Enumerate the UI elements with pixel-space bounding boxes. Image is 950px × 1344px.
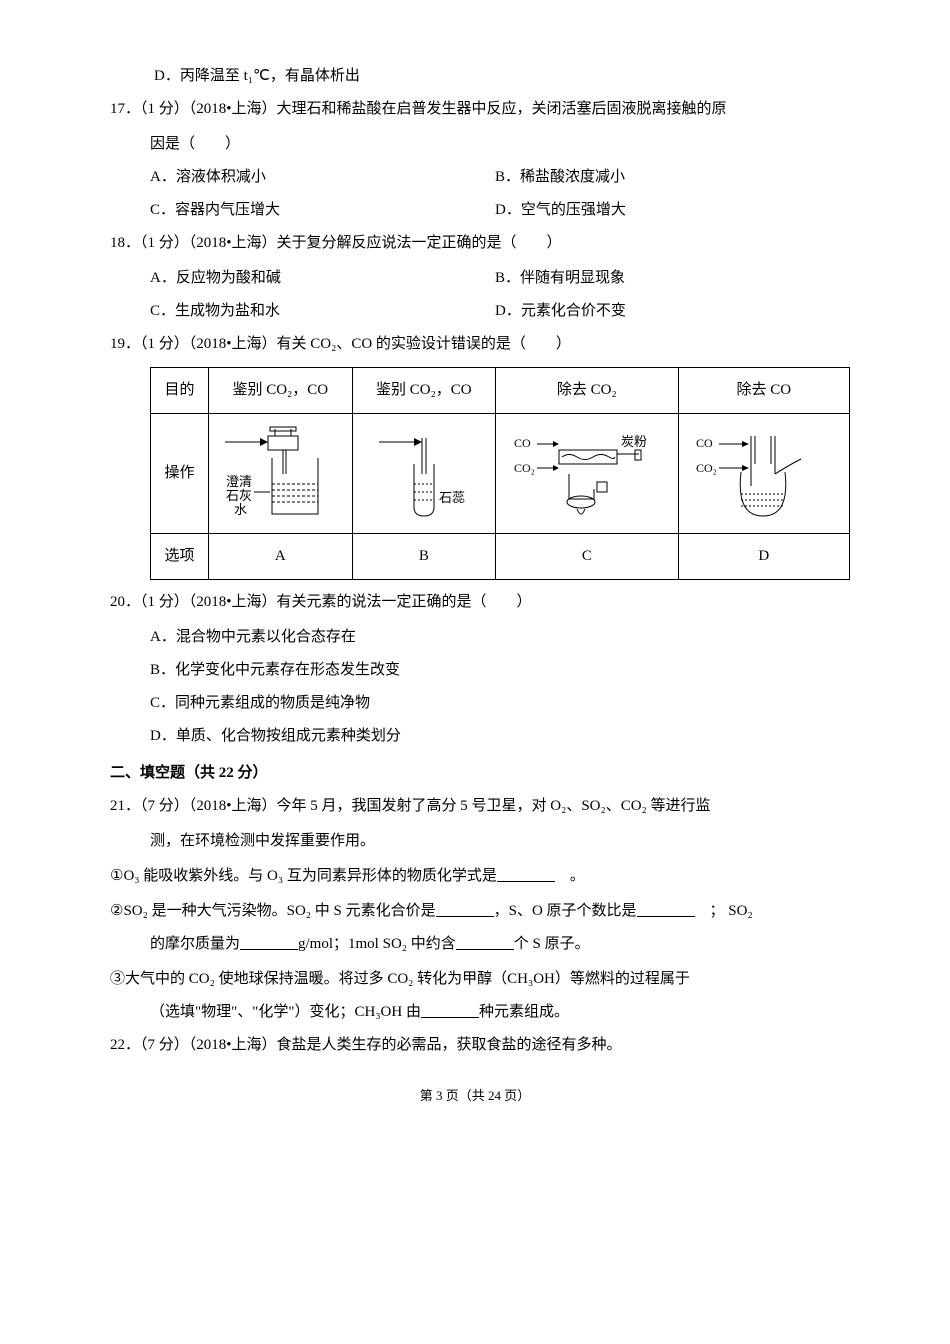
blank-4[interactable]: [240, 932, 298, 950]
label-co: CO: [514, 436, 531, 450]
q18-opt-c: C．生成物为盐和水: [150, 295, 495, 328]
blank-3[interactable]: [637, 899, 695, 917]
q21-p1: ①O₃ 能吸收紫外线。与 O₃ 互为同素异形体的物质化学式是 。: [110, 860, 840, 893]
q22-stem-text: 22．（7 分）（2018•上海）食盐是人类生存的必需品，获取食盐的途径有多种。: [110, 1037, 622, 1053]
q19-diagram-c: CO CO₂ 炭粉: [496, 414, 679, 534]
label-co2-d: CO₂: [696, 461, 717, 475]
q18-options-row2: C．生成物为盐和水 D．元素化合价不变: [110, 295, 840, 328]
q17-stem2-text: 因是（ ）: [150, 136, 240, 152]
q18-options-row1: A．反应物为酸和碱 B．伴随有明显现象: [110, 262, 840, 295]
q19-opt-d: D: [678, 534, 849, 580]
q20-opt-d: D．单质、化合物按组成元素种类划分: [150, 720, 401, 753]
q16-option-d: D．丙降温至 t₁℃，有晶体析出: [110, 60, 840, 93]
svg-text:水: 水: [234, 502, 247, 517]
q20-opt-b-row: B．化学变化中元素存在形态发生改变: [110, 654, 840, 687]
q19-diagram-d: CO CO₂: [678, 414, 849, 534]
q17-stem: 17．（1 分）（2018•上海）大理石和稀盐酸在启普发生器中反应，关闭活塞后固…: [110, 93, 840, 126]
q19-diagram-b: 石蕊: [352, 414, 496, 534]
q18-opt-a: A．反应物为酸和碱: [150, 262, 495, 295]
q20-opt-c-row: C．同种元素组成的物质是纯净物: [110, 687, 840, 720]
q20-opt-d-row: D．单质、化合物按组成元素种类划分: [110, 720, 840, 753]
label-carbon-powder: 炭粉: [621, 434, 647, 449]
q19-label-purpose: 目的: [151, 368, 209, 414]
q21-p3: ③大气中的 CO₂ 使地球保持温暖。将过多 CO₂ 转化为甲醇（CH₃OH）等燃…: [110, 963, 840, 996]
q19-row-purpose: 目的 鉴别 CO₂，CO 鉴别 CO₂，CO 除去 CO₂ 除去 CO: [151, 368, 850, 414]
q20-opt-a: A．混合物中元素以化合态存在: [150, 621, 356, 654]
blank-2[interactable]: [436, 899, 494, 917]
q19-stem-text: 19．（1 分）（2018•上海）有关 CO₂、CO 的实验设计错误的是（ ）: [110, 336, 571, 352]
q17-opt-a: A．溶液体积减小: [150, 161, 495, 194]
label-co-d: CO: [696, 436, 713, 450]
q21-stem2-text: 测，在环境检测中发挥重要作用。: [150, 833, 375, 849]
apparatus-a-svg: 澄清 石灰 水: [220, 424, 340, 524]
q21-stem-text: 21．（7 分）（2018•上海）今年 5 月，我国发射了高分 5 号卫星，对 …: [110, 798, 711, 814]
q19-stem: 19．（1 分）（2018•上海）有关 CO₂、CO 的实验设计错误的是（ ）: [110, 328, 840, 361]
label-litmus: 石蕊: [439, 490, 465, 505]
apparatus-d-svg: CO CO₂: [691, 424, 836, 524]
svg-text:石灰: 石灰: [226, 488, 252, 503]
q19-purpose-a: 鉴别 CO₂，CO: [209, 368, 353, 414]
apparatus-b-svg: 石蕊: [364, 424, 484, 524]
blank-5[interactable]: [456, 932, 514, 950]
q21-stem-cont: 测，在环境检测中发挥重要作用。: [110, 825, 840, 858]
q21-p2: ②SO₂ 是一种大气污染物。SO₂ 中 S 元素化合价是，S、O 原子个数比是 …: [110, 895, 840, 928]
q17-opt-d: D．空气的压强增大: [495, 194, 840, 227]
blank-1[interactable]: [497, 864, 555, 882]
q20-opt-c: C．同种元素组成的物质是纯净物: [150, 687, 370, 720]
q19-diagram-a: 澄清 石灰 水: [209, 414, 353, 534]
q16-d-text: D．丙降温至 t₁℃，有晶体析出: [154, 68, 360, 84]
q17-options-row2: C．容器内气压增大 D．空气的压强增大: [110, 194, 840, 227]
q19-purpose-b: 鉴别 CO₂，CO: [352, 368, 496, 414]
section2-title: 二、填空题（共 22 分）: [110, 757, 840, 790]
q21-stem: 21．（7 分）（2018•上海）今年 5 月，我国发射了高分 5 号卫星，对 …: [110, 790, 840, 823]
q20-stem-text: 20．（1 分）（2018•上海）有关元素的说法一定正确的是（ ）: [110, 594, 532, 610]
q18-opt-b: B．伴随有明显现象: [495, 262, 840, 295]
q17-opt-b: B．稀盐酸浓度减小: [495, 161, 840, 194]
q21-p2-cont: 的摩尔质量为g/mol；1mol SO₂ 中约含个 S 原子。: [110, 928, 840, 961]
q18-stem-text: 18．（1 分）（2018•上海）关于复分解反应说法一定正确的是（ ）: [110, 235, 562, 251]
apparatus-c-svg: CO CO₂ 炭粉: [509, 424, 664, 524]
q19-label-options: 选项: [151, 534, 209, 580]
blank-6[interactable]: [421, 1000, 479, 1018]
q19-purpose-c: 除去 CO₂: [496, 368, 679, 414]
q19-row-ops: 操作 澄清 石灰 水: [151, 414, 850, 534]
page-footer: 第 3 页（共 24 页）: [110, 1082, 840, 1111]
q17-stem-text: 17．（1 分）（2018•上海）大理石和稀盐酸在启普发生器中反应，关闭活塞后固…: [110, 101, 727, 117]
q20-stem: 20．（1 分）（2018•上海）有关元素的说法一定正确的是（ ）: [110, 586, 840, 619]
q22-stem: 22．（7 分）（2018•上海）食盐是人类生存的必需品，获取食盐的途径有多种。: [110, 1029, 840, 1062]
q19-opt-b: B: [352, 534, 496, 580]
q17-opt-c: C．容器内气压增大: [150, 194, 495, 227]
q19-opt-a: A: [209, 534, 353, 580]
q19-label-ops: 操作: [151, 414, 209, 534]
q17-stem-cont: 因是（ ）: [110, 128, 840, 161]
q19-opt-c: C: [496, 534, 679, 580]
label-limewater: 澄清: [226, 474, 252, 489]
q19-table: 目的 鉴别 CO₂，CO 鉴别 CO₂，CO 除去 CO₂ 除去 CO 操作: [150, 367, 850, 580]
q21-p3-cont: （选填"物理"、"化学"）变化；CH₃OH 由种元素组成。: [110, 996, 840, 1029]
q20-opt-a-row: A．混合物中元素以化合态存在: [110, 621, 840, 654]
q18-stem: 18．（1 分）（2018•上海）关于复分解反应说法一定正确的是（ ）: [110, 227, 840, 260]
q17-options-row1: A．溶液体积减小 B．稀盐酸浓度减小: [110, 161, 840, 194]
q19-purpose-d: 除去 CO: [678, 368, 849, 414]
q20-opt-b: B．化学变化中元素存在形态发生改变: [150, 654, 400, 687]
q19-row-options: 选项 A B C D: [151, 534, 850, 580]
label-co2: CO₂: [514, 461, 535, 475]
q18-opt-d: D．元素化合价不变: [495, 295, 840, 328]
